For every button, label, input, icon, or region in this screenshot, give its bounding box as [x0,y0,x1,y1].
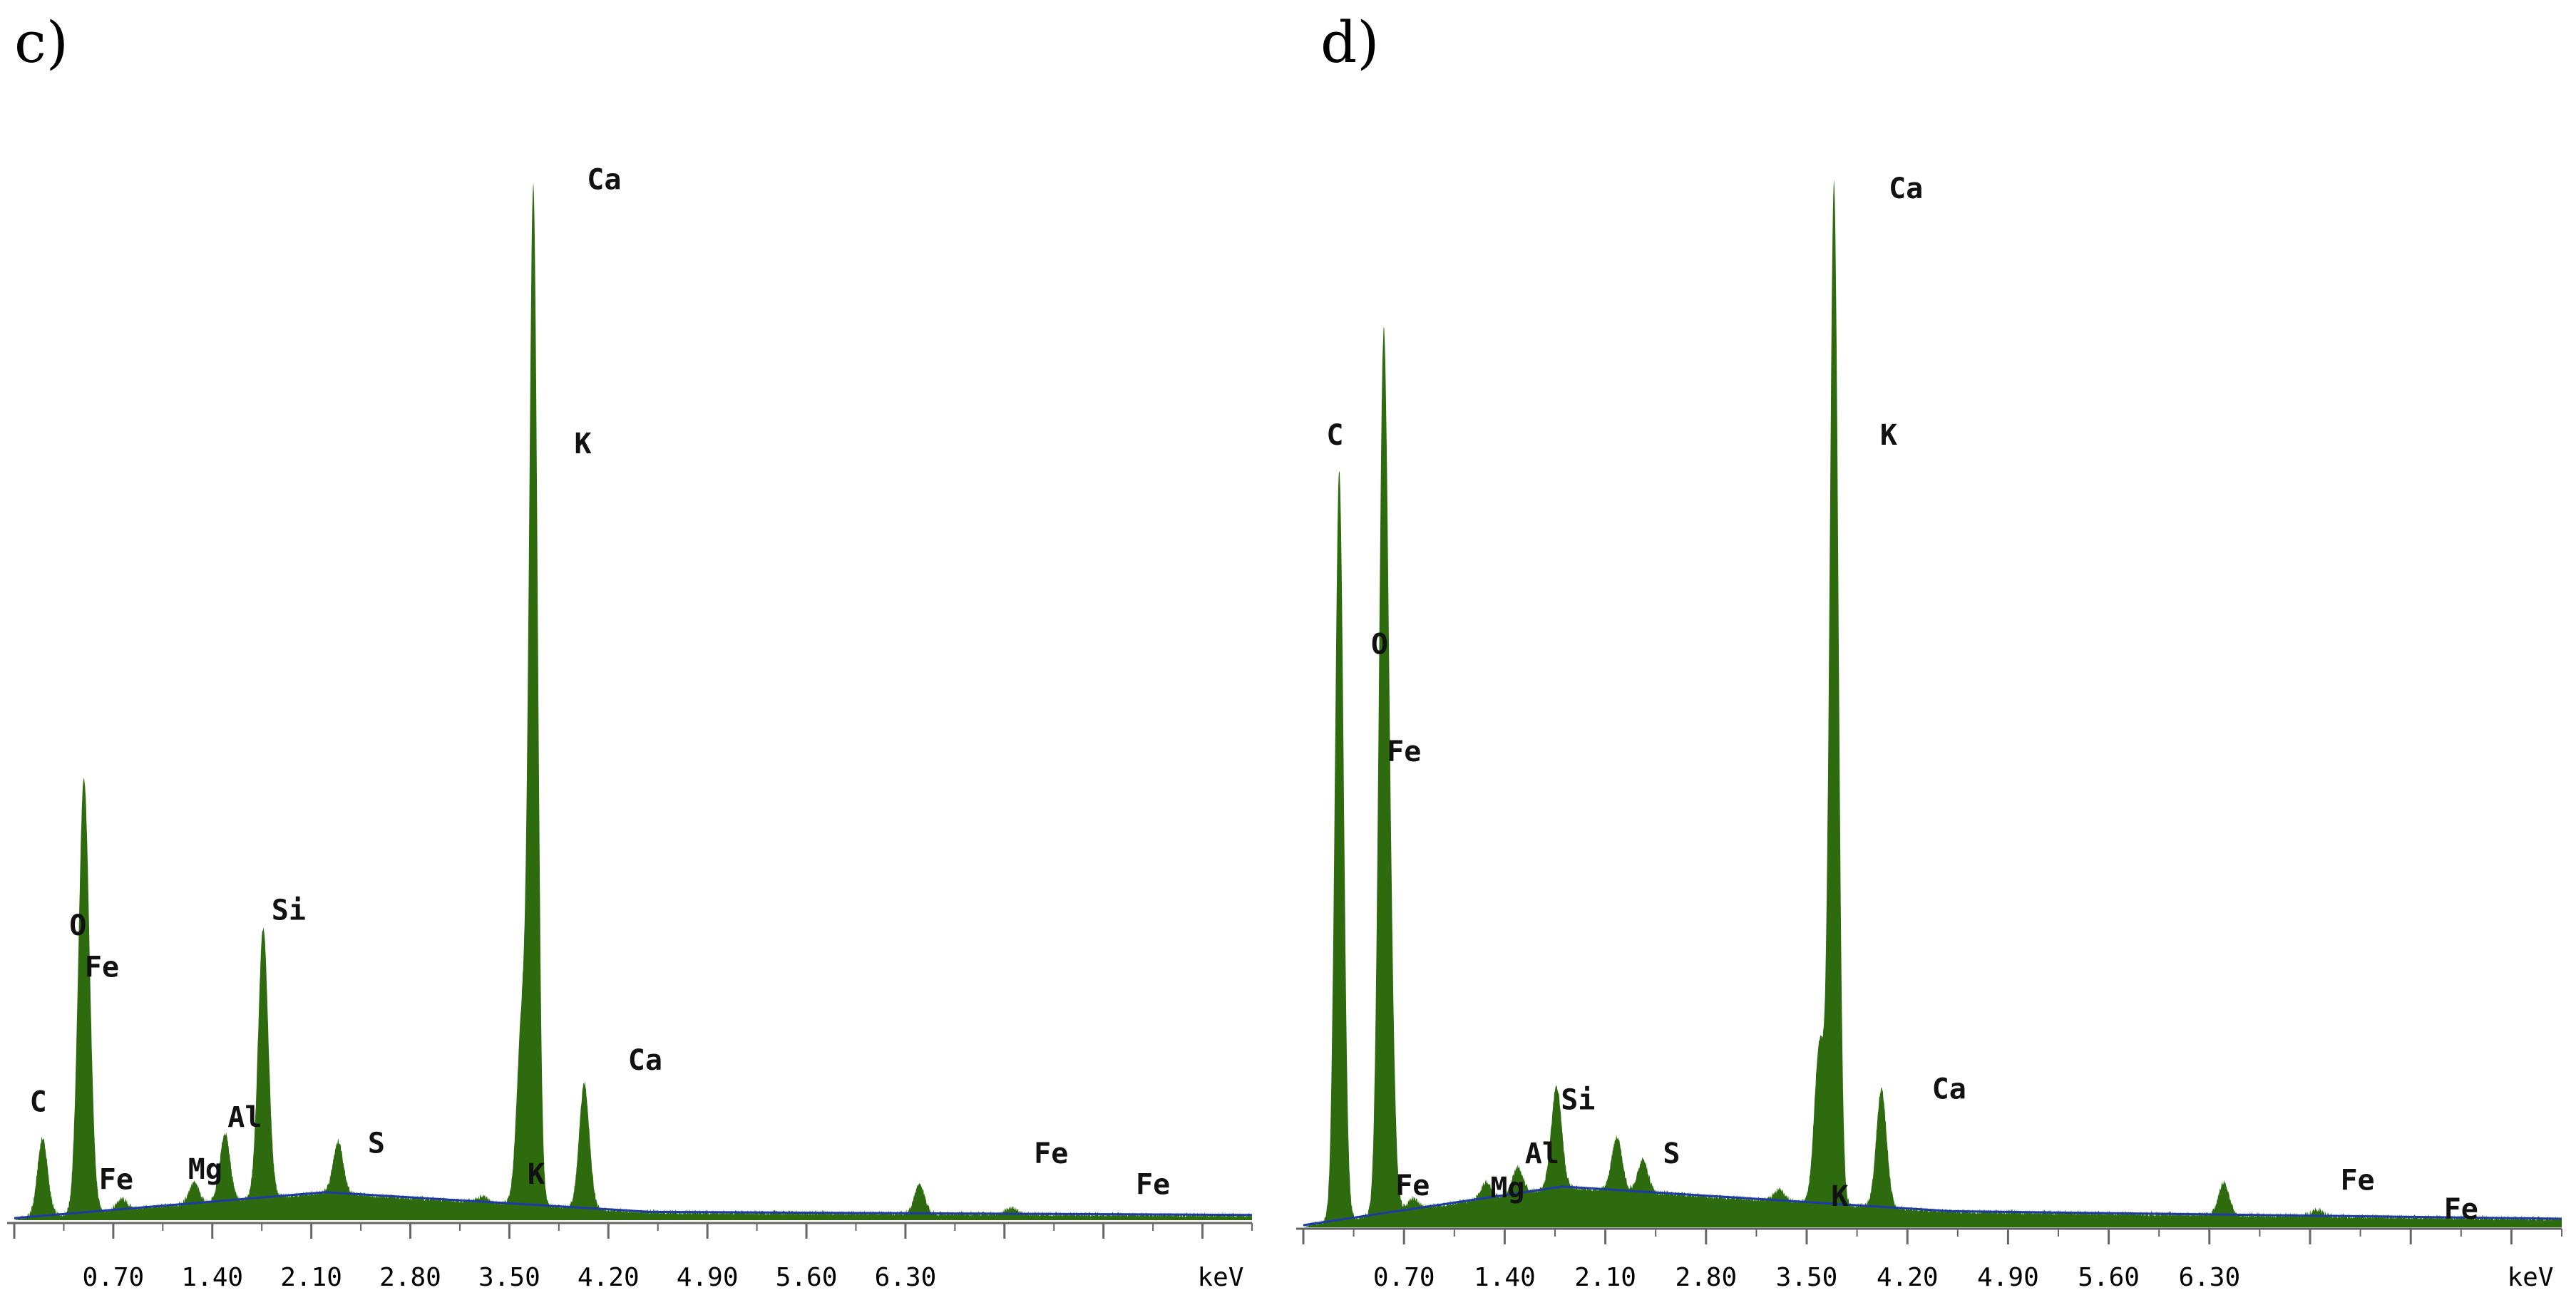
peak-label-fe: Fe [1395,1170,1430,1202]
x-tick-label: 5.60 [2078,1263,2140,1292]
spectrum-chart-c: 0.70 1.40 2.10 2.80 3.50 4.20 4.90 5.60 6.30 keV C… [7,163,1253,1292]
peak-label-fe: Fe [1136,1169,1170,1202]
peak-label-k: K [575,428,592,460]
peak-label-fe: Fe [85,951,119,984]
x-tick-label: 0.70 [83,1263,145,1292]
x-tick-label: 2.80 [379,1263,441,1292]
spectrum-area [1303,180,2562,1228]
peak-label-si: Si [272,894,306,927]
x-tick-label: 4.20 [1877,1263,1939,1292]
panel-label-c: c) [14,9,69,76]
peak-label-fe: Fe [99,1163,133,1196]
peak-label-s: S [1663,1138,1680,1170]
x-axis-unit-label: keV [1197,1263,1243,1292]
x-tick-label: 2.80 [1675,1263,1737,1292]
peak-label-o: O [69,909,86,942]
peak-label-o: O [1371,628,1388,661]
peak-label-fe: Fe [2444,1193,2478,1226]
x-tick-label: 0.70 [1373,1263,1435,1292]
background-fit-line [1303,1185,2562,1227]
peak-label-al: Al [227,1101,262,1134]
x-tick-label: 4.90 [677,1263,739,1292]
spectrum-panel-c: c) 0.70 1.40 2.10 2.80 3.50 4.20 4.90 5.60 6.30 k… [7,9,1253,1292]
x-tick-label: 4.20 [578,1263,640,1292]
spectrum-chart-d: 0.70 1.40 2.10 2.80 3.50 4.20 4.90 5.60 6.30 keV C… [1296,172,2562,1292]
peak-label-ca: Ca [1889,172,1923,205]
peak-label-ca: Ca [628,1044,662,1077]
peak-label-k: K [1831,1180,1848,1213]
peak-label-c: C [30,1085,47,1118]
peak-label-si: Si [1561,1084,1595,1117]
peak-label-fe: Fe [2340,1164,2374,1197]
x-tick-label: 5.60 [776,1263,838,1292]
panel-label-d: d) [1320,9,1380,76]
x-tick-label: 3.50 [1776,1263,1838,1292]
x-tick-label: 2.10 [280,1263,342,1292]
peak-label-fe: Fe [1387,736,1421,768]
background-fit-line [14,1191,1253,1219]
x-tick-label: 1.40 [1474,1263,1536,1292]
x-tick-label: 4.90 [1977,1263,2039,1292]
peak-label-mg: Mg [188,1153,222,1186]
x-tick-label: 6.30 [875,1263,937,1292]
peak-label-k: K [528,1158,545,1191]
peak-label-k: K [1880,419,1897,452]
peak-label-ca: Ca [587,163,621,196]
peak-label-mg: Mg [1490,1172,1524,1204]
x-axis-unit-label: keV [2507,1263,2553,1292]
peak-label-fe: Fe [1034,1138,1068,1170]
x-tick-label: 3.50 [478,1263,540,1292]
peak-label-al: Al [1525,1138,1559,1170]
x-tick-label: 2.10 [1574,1263,1636,1292]
x-tick-label: 1.40 [181,1263,243,1292]
peak-label-s: S [368,1127,385,1160]
x-tick-label: 6.30 [2178,1263,2240,1292]
peak-label-c: C [1326,419,1343,452]
spectrum-panel-d: d) 0.70 1.40 2.10 2.80 3.50 4.20 4.90 5.60 6.30 k… [1288,0,2576,1300]
peak-label-ca: Ca [1932,1073,1966,1106]
